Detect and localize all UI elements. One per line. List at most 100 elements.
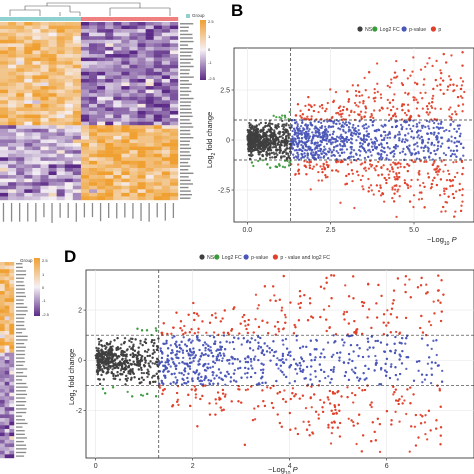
heatmap-bottom-cell xyxy=(0,378,5,382)
heatmap-top-cell xyxy=(80,118,90,122)
volcano-point xyxy=(308,164,311,167)
heatmap-bottom-gene-label xyxy=(16,411,27,414)
volcano-point xyxy=(332,153,335,157)
volcano-point xyxy=(318,131,321,134)
heatmap-top-cell xyxy=(113,185,122,190)
heatmap-top-cell xyxy=(153,103,163,108)
heatmap-bottom-gene-label xyxy=(16,342,25,345)
heatmap-top-cell xyxy=(48,125,57,129)
volcano-point xyxy=(300,137,304,140)
volcano-point xyxy=(280,135,283,138)
volcano-point xyxy=(256,145,260,149)
volcano-plot-b: B NS Log2 FC p-value p 0.0 2.5 5.0 2.50-2.5 −… xyxy=(205,1,474,247)
heatmap-top-cell xyxy=(153,178,163,183)
heatmap-top-cell xyxy=(8,54,17,58)
volcano-point xyxy=(375,128,378,132)
volcano-point xyxy=(378,157,381,160)
volcano-point xyxy=(380,124,383,127)
volcano-point xyxy=(371,148,375,151)
volcano-point xyxy=(263,125,267,128)
volcano-point xyxy=(280,117,283,120)
heatmap-top-cell xyxy=(64,189,74,194)
heatmap-bottom-legend: Group 2.5 1 0 -1 -2.5 xyxy=(20,258,50,317)
volcano-point xyxy=(319,156,322,159)
volcano-point xyxy=(345,124,348,127)
heatmap-top-cell xyxy=(24,86,33,90)
volcano-point xyxy=(416,125,419,128)
heatmap-top-cell xyxy=(56,32,65,37)
heatmap-top-cell xyxy=(72,171,82,176)
volcano-point xyxy=(364,111,367,114)
heatmap-top-cell xyxy=(97,29,106,33)
heatmap-top-group-cell xyxy=(97,17,106,21)
heatmap-top-cell xyxy=(153,171,163,176)
volcano-point xyxy=(326,101,329,105)
volcano-point xyxy=(288,110,291,114)
volcano-point xyxy=(307,130,310,133)
heatmap-top-cell xyxy=(56,114,65,119)
volcano-point xyxy=(398,136,401,140)
heatmap-top-cell xyxy=(129,196,138,201)
heatmap-top-cell xyxy=(72,185,82,190)
heatmap-bottom-cell xyxy=(4,345,10,350)
heatmap-top-cell xyxy=(40,93,49,97)
volcano-point xyxy=(455,130,458,133)
heatmap-top-cell xyxy=(89,128,98,133)
heatmap-top-cell xyxy=(129,167,138,172)
volcano-point xyxy=(449,83,452,87)
volcano-point xyxy=(433,131,436,134)
volcano-point xyxy=(305,117,308,121)
volcano-point xyxy=(396,166,400,169)
volcano-point xyxy=(414,152,418,155)
heatmap-top-cell xyxy=(8,160,17,165)
heatmap-top-cell xyxy=(40,192,49,197)
heatmap-bottom-gene-label xyxy=(16,346,26,348)
heatmap-top-cell xyxy=(153,111,163,115)
heatmap-top-cell xyxy=(161,153,171,158)
volcano-point xyxy=(406,103,410,106)
heatmap-top-cell xyxy=(121,32,130,37)
volcano-point xyxy=(330,154,333,157)
heatmap-top-cell xyxy=(40,185,49,190)
volcano-point xyxy=(322,156,325,159)
volcano-point xyxy=(385,141,389,145)
heatmap-top-legend-title: Group xyxy=(192,13,205,18)
heatmap-bottom-cell xyxy=(0,269,5,274)
legend-marker-ns xyxy=(357,26,363,32)
heatmap-top-cell xyxy=(80,128,90,133)
heatmap-top-cell xyxy=(153,100,163,105)
volcano-point xyxy=(364,89,367,92)
legend-marker-both xyxy=(430,26,436,32)
volcano-point xyxy=(377,160,380,164)
volcano-point xyxy=(258,153,261,156)
volcano-point xyxy=(322,134,325,138)
heatmap-top-cell xyxy=(169,153,179,158)
volcano-point xyxy=(359,178,363,182)
volcano-point xyxy=(456,95,460,99)
heatmap-top-cell xyxy=(153,135,163,140)
volcano-point xyxy=(449,149,453,152)
volcano-point xyxy=(433,160,436,163)
heatmap-top-cell xyxy=(161,71,171,76)
heatmap-top-cell xyxy=(64,153,74,158)
heatmap-top-cell xyxy=(161,50,171,55)
volcano-point xyxy=(342,105,345,109)
volcano-point xyxy=(276,138,280,141)
heatmap-top-cell xyxy=(113,100,122,105)
heatmap-top-cell xyxy=(89,54,98,58)
volcano-point xyxy=(300,131,303,134)
volcano-point xyxy=(326,134,329,137)
heatmap-top-cell xyxy=(16,196,25,201)
heatmap-top-gene-label xyxy=(180,65,194,68)
volcano-point xyxy=(364,169,368,172)
volcano-point xyxy=(316,135,320,138)
volcano-point xyxy=(417,198,421,201)
volcano-point xyxy=(358,120,361,123)
heatmap-top-cell xyxy=(137,36,146,40)
heatmap-bottom-cell xyxy=(9,269,15,274)
heatmap-bottom-cell xyxy=(4,327,10,332)
volcano-point xyxy=(307,139,310,142)
volcano-point xyxy=(295,141,298,144)
heatmap-top-cell xyxy=(113,178,122,183)
volcano-point xyxy=(289,150,292,153)
